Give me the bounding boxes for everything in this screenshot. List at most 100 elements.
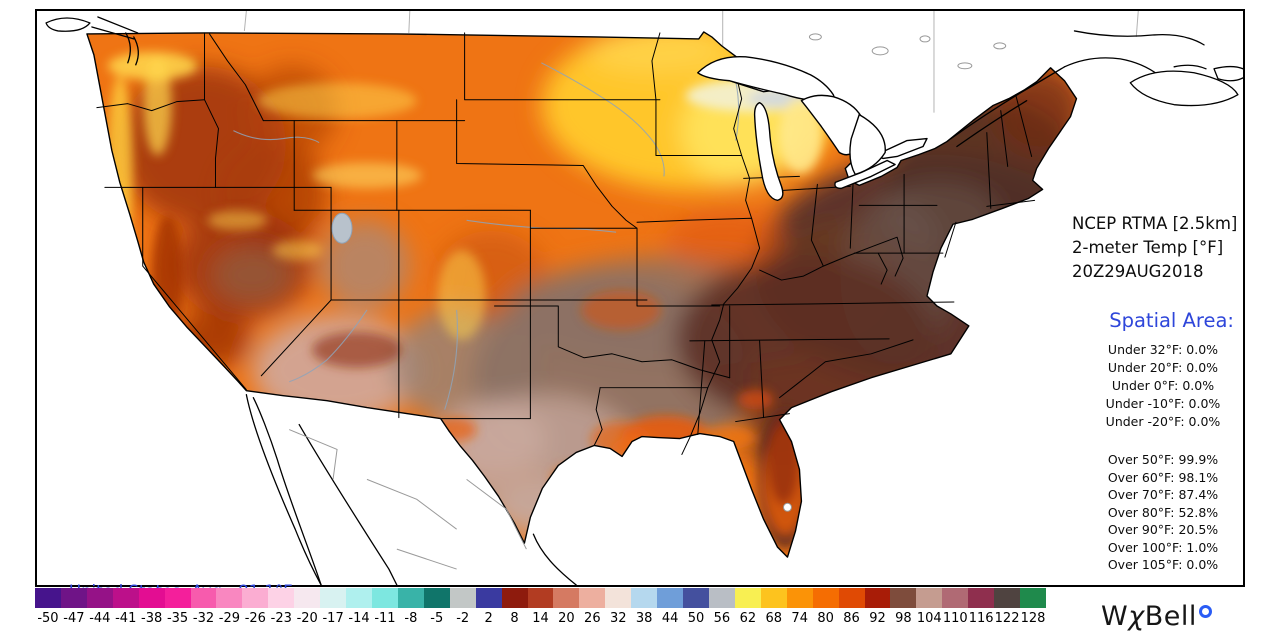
colorbar-segment: [346, 588, 372, 608]
stat-line: Under 0°F: 0.0%: [1111, 378, 1215, 393]
colorbar-segment: [683, 588, 709, 608]
stat-line: Over 80°F: 52.8%: [1107, 504, 1219, 520]
logo-degree-icon: [1198, 605, 1212, 618]
colorbar-tick-label: -17: [322, 611, 344, 626]
colorbar-tick-label: -11: [374, 611, 396, 626]
colorbar-tick-label: 62: [739, 611, 757, 626]
colorbar-tick-label: 2: [484, 611, 493, 626]
colorbar-segment: [294, 588, 321, 608]
stat-line: Under -10°F: 0.0%: [1105, 396, 1221, 411]
mexico-state-lines: [289, 429, 527, 570]
colorbar-tick-label: 122: [994, 611, 1020, 626]
colorbar-segment: [942, 588, 969, 608]
colorbar-segment: [734, 588, 761, 608]
map-title-block: NCEP RTMA [2.5km] 2-meter Temp [°F] 20Z2…: [1072, 212, 1237, 284]
colorbar-segment: [760, 588, 787, 608]
colorbar-tick-label: 110: [942, 611, 968, 626]
colorbar-segment: [994, 588, 1021, 608]
colorbar-segment: [605, 588, 632, 608]
colorbar-segment: [657, 588, 684, 608]
lake-okeechobee: [783, 502, 792, 512]
colorbar-tick-label: 8: [510, 611, 519, 626]
stat-line: Under 32°F: 0.0%: [1107, 342, 1219, 357]
colorbar-segment: [86, 588, 113, 608]
temperature-field: [86, 31, 1077, 558]
stat-line: Over 90°F: 20.5%: [1107, 522, 1219, 537]
logo-chi: χ: [1128, 601, 1145, 632]
colorbar-segment: [112, 588, 139, 608]
colorbar-tick-label: 80: [817, 611, 834, 626]
map-title-line-1: NCEP RTMA [2.5km]: [1072, 214, 1238, 233]
colorbar-tick-label: 20: [558, 611, 575, 626]
spatial-area-heading: Spatial Area:: [1109, 309, 1234, 332]
colorbar-tick-label: -47: [63, 611, 85, 626]
colorbar-tick-label: -23: [270, 611, 292, 626]
colorbar-segment: [864, 588, 891, 608]
colorbar-tick-label: 38: [635, 611, 653, 626]
stat-line: Over 100°F: 1.0%: [1107, 539, 1219, 555]
map-title-line-3: 20Z29AUG2018: [1072, 262, 1204, 281]
logo-bell: Bell: [1144, 601, 1197, 632]
colorbar-labels: -50 -47 -44 -41 -38 -35 -32 -29 -26 -23 -20 -17 -14-…: [35, 611, 1046, 626]
colorbar-tick-label: 98: [895, 611, 912, 626]
colorbar-tick-label: -35: [166, 611, 189, 626]
stat-line: Over 70°F: 87.4%: [1107, 487, 1219, 502]
colorbar-tick-label: -2: [456, 611, 470, 626]
colorbar-tick-label: 104: [916, 611, 942, 626]
colorbar-tick-label: -5: [430, 611, 444, 626]
colorbar-segment: [527, 588, 554, 608]
colorbar-tick-label: -20: [296, 611, 318, 626]
logo-w: W: [1101, 601, 1129, 632]
colorbar-tick-label: 92: [869, 611, 886, 626]
colorbar-tick-label: 86: [843, 611, 860, 626]
colorbar-segment: [449, 588, 476, 608]
colorbar-segment: [190, 588, 217, 608]
colorbar-segment: [397, 588, 424, 608]
canada-mexico-coastlines: [45, 16, 1243, 585]
colorbar-segment: [1020, 588, 1046, 608]
temperature-colorbar: [35, 588, 1046, 608]
colorbar-segment: [631, 588, 658, 608]
colorbar-tick-label: 32: [609, 611, 627, 626]
colorbar-tick-label: -50: [37, 611, 59, 626]
under-stats: Under 32°F: 0.0% Under 20°F: 0.0% Under 0°…: [1080, 341, 1246, 431]
colorbar-segment: [35, 588, 61, 608]
colorbar-tick-label: -38: [141, 611, 163, 626]
colorbar-segment: [423, 588, 450, 608]
great-salt-lake: [331, 212, 353, 244]
colorbar-tick-label: -26: [244, 611, 266, 626]
colorbar-segment: [475, 588, 502, 608]
colorbar-tick-label: 44: [661, 611, 679, 626]
colorbar-tick-label: -29: [218, 611, 241, 626]
stat-line: Over 60°F: 98.1%: [1107, 469, 1219, 485]
stat-line: Under 20°F: 0.0%: [1107, 360, 1219, 375]
great-lakes: [697, 55, 928, 202]
colorbar-segment: [320, 588, 347, 608]
colorbar-segment: [579, 588, 606, 608]
colorbar-segment: [60, 588, 87, 608]
colorbar-tick-label: -8: [404, 611, 418, 626]
over-stats: Over 50°F: 99.9% Over 60°F: 98.1% Over 70°…: [1080, 451, 1246, 574]
colorbar-tick-label: 116: [968, 611, 994, 626]
colorbar-tick-label: 50: [687, 611, 705, 626]
colorbar-segment: [164, 588, 191, 608]
colorbar-tick-label: 74: [791, 611, 808, 626]
colorbar-segment: [968, 588, 995, 608]
colorbar-segment: [501, 588, 528, 608]
map-frame: [35, 9, 1245, 587]
colorbar-segment: [268, 588, 295, 608]
colorbar-tick-label: 14: [532, 611, 549, 626]
colorbar-segment: [216, 588, 243, 608]
colorbar-segment: [890, 588, 917, 608]
stat-line: Over 50°F: 99.9%: [1107, 452, 1219, 467]
colorbar-segment: [553, 588, 580, 608]
colorbar-segment: [242, 588, 269, 608]
colorbar-tick-label: -44: [89, 611, 111, 626]
colorbar-segment: [138, 588, 165, 608]
colorbar-tick-label: 128: [1020, 611, 1046, 626]
colorbar-segment: [786, 588, 813, 608]
temperature-map: [45, 11, 1243, 585]
state-borders: [96, 32, 1036, 455]
colorbar-tick-label: 26: [584, 611, 601, 626]
